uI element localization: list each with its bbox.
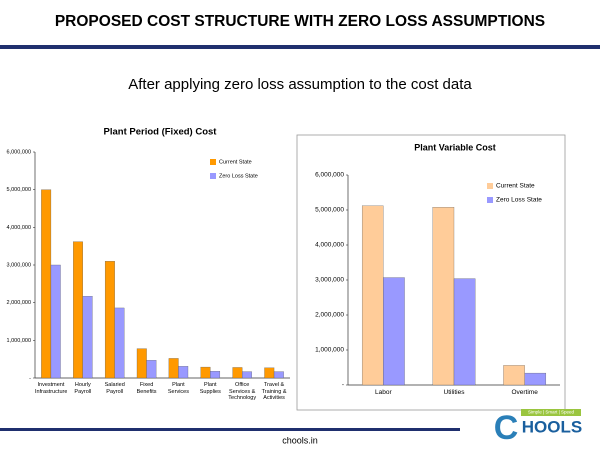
logo-tagline: Simple | Smart | Speed: [528, 410, 575, 415]
x-tick-label: Plant Supplies: [199, 382, 221, 395]
x-tick-label-box: Salaried Payroll: [104, 382, 125, 395]
header-rule: [0, 45, 600, 49]
bar: [432, 207, 455, 386]
chart-title: Plant Variable Cost: [414, 142, 496, 152]
legend-label: Current State: [496, 183, 535, 190]
bar: [361, 205, 384, 386]
legend-swatch: [210, 173, 216, 179]
y-tick-label: 1,000,000: [7, 338, 31, 344]
y-tick-label: 4,000,000: [7, 225, 31, 231]
bar: [524, 372, 547, 386]
bar: [503, 365, 525, 386]
x-tick-label: Hourly Payroll: [74, 382, 92, 395]
logo-tagline-band: [521, 409, 581, 416]
legend-label: Zero Loss State: [496, 197, 542, 204]
y-tick-label: 2,000,000: [315, 312, 344, 319]
logo-letter: C: [494, 409, 519, 447]
bar: [453, 278, 476, 386]
y-tick-label: 3,000,000: [315, 277, 344, 284]
x-tick-label: Investment Infrastructure: [35, 382, 67, 395]
x-tick-label: Salaried Payroll: [104, 382, 125, 395]
chart-title: Plant Period (Fixed) Cost: [104, 127, 218, 138]
bar: [168, 358, 179, 379]
x-tick-label-box: Travel & Training & Activities: [261, 382, 287, 402]
x-tick-label-box: Utilities: [443, 389, 465, 396]
legend-label: Current State: [219, 159, 252, 165]
subtitle: After applying zero loss assumption to t…: [128, 76, 472, 93]
bar: [273, 371, 284, 379]
bar: [104, 261, 115, 379]
x-tick-label: Overtime: [511, 389, 538, 396]
x-tick-label-box: Hourly Payroll: [74, 382, 92, 395]
bar: [114, 307, 125, 379]
y-tick-label: 6,000,000: [7, 149, 31, 155]
bar: [146, 360, 157, 379]
x-tick-label-box: Office Services & Technology: [228, 382, 257, 402]
y-tick-label: 4,000,000: [315, 242, 344, 249]
y-tick-label: 2,000,000: [7, 300, 31, 306]
y-tick-label: 1,000,000: [315, 347, 344, 354]
footer-site: chools.in: [282, 435, 318, 445]
x-tick-label: Fixed Benefits: [136, 382, 157, 395]
x-tick-label-box: Plant Services: [167, 382, 189, 395]
legend-label: Zero Loss State: [219, 173, 258, 179]
y-tick-label: 5,000,000: [315, 207, 344, 214]
x-tick-label-box: Plant Supplies: [199, 382, 221, 395]
bar: [41, 189, 52, 379]
x-tick-label-box: Labor: [375, 389, 392, 396]
footer-rule: [0, 428, 460, 431]
bar: [82, 296, 93, 379]
y-tick-label: -: [342, 382, 344, 389]
x-tick-label: Travel & Training & Activities: [261, 382, 287, 402]
y-tick-label: 5,000,000: [7, 187, 31, 193]
bar: [242, 371, 252, 379]
legend-swatch: [210, 159, 216, 165]
logo: Simple | Smart | Speed C HOOLS: [494, 409, 583, 447]
x-tick-label: Plant Services: [167, 382, 189, 395]
bar: [73, 241, 83, 379]
bar: [232, 367, 243, 379]
x-tick-label-box: Fixed Benefits: [136, 382, 157, 395]
bar: [178, 366, 189, 379]
bar: [200, 366, 211, 379]
y-tick-label: 3,000,000: [7, 262, 31, 268]
x-tick-label: Office Services & Technology: [228, 382, 257, 402]
legend-swatch: [487, 183, 493, 189]
bar: [264, 367, 275, 379]
chart-frame: [296, 134, 566, 411]
logo-text: HOOLS: [522, 417, 582, 436]
bar: [210, 371, 221, 379]
x-tick-label-box: Overtime: [511, 389, 538, 396]
legend-swatch: [487, 197, 493, 203]
bar: [136, 348, 147, 379]
bar: [50, 264, 61, 379]
x-tick-label-box: Investment Infrastructure: [35, 382, 67, 395]
x-tick-label: Labor: [375, 389, 392, 396]
x-tick-label: Utilities: [443, 389, 465, 396]
y-tick-label: -: [29, 375, 31, 381]
y-tick-label: 6,000,000: [315, 172, 344, 179]
bar: [383, 277, 405, 386]
slide-title: PROPOSED COST STRUCTURE WITH ZERO LOSS A…: [55, 13, 545, 30]
